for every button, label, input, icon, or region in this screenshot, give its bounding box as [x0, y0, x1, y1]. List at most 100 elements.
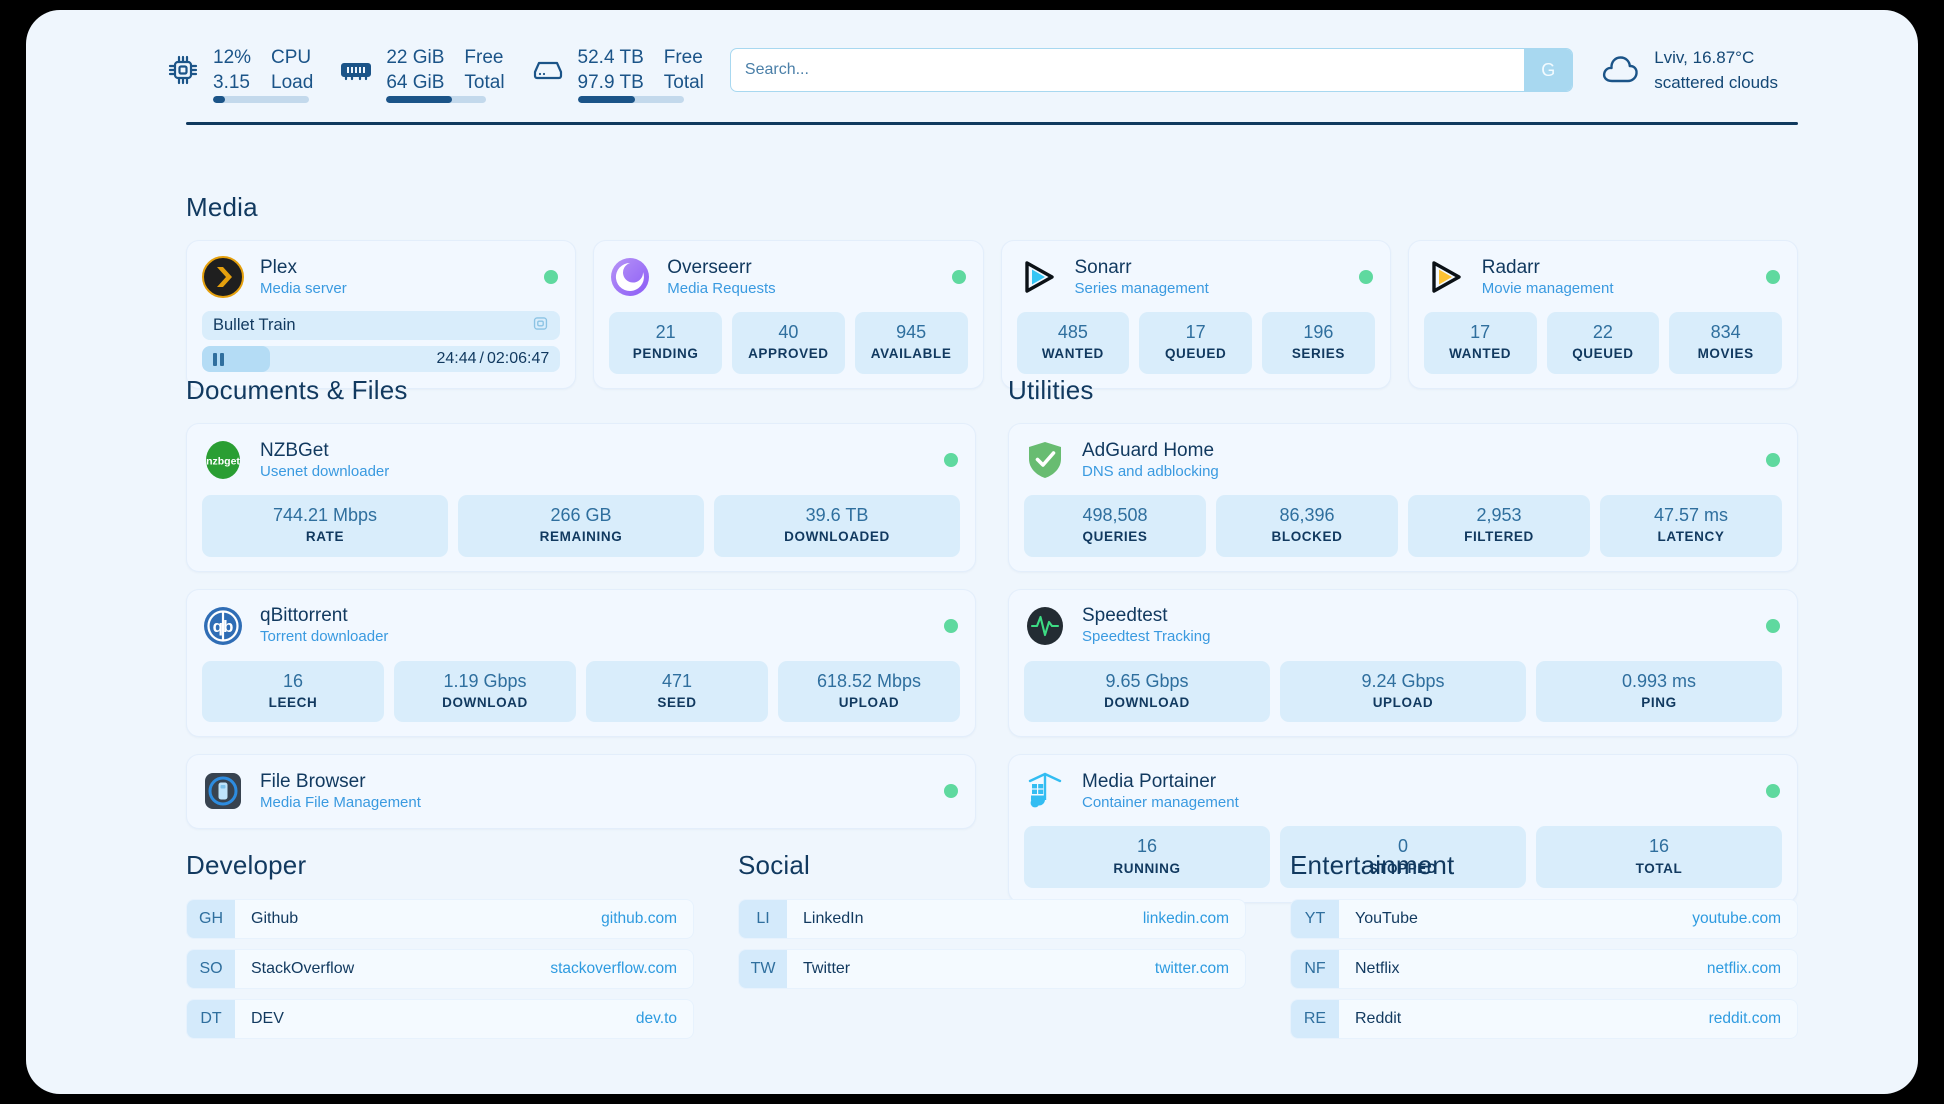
- status-indicator: [544, 270, 559, 284]
- resource-label-secondary: Load: [271, 71, 314, 93]
- resource-progress-bar: [577, 96, 684, 104]
- stat-tile[interactable]: 17 WANTED: [1423, 312, 1537, 374]
- service-stats: 21 PENDING 40 APPROVED 945 AVAILABLE: [609, 312, 968, 374]
- service-card[interactable]: AdGuard Home DNS and adblocking 498,508 QUE…: [1008, 423, 1798, 572]
- weather-location-temp: Lviv, 16.87°C: [1654, 47, 1755, 67]
- weather-condition: scattered clouds: [1654, 73, 1778, 92]
- search-submit-button[interactable]: G: [1524, 49, 1573, 91]
- radarr-icon: [1424, 256, 1466, 298]
- stat-tile[interactable]: 834 MOVIES: [1669, 312, 1782, 374]
- stat-tile[interactable]: 16 LEECH: [202, 660, 384, 723]
- bookmark-item[interactable]: TW Twitter twitter.com: [738, 949, 1246, 989]
- stat-tile[interactable]: 16 TOTAL: [1536, 826, 1782, 888]
- service-name: Radarr: [1481, 256, 1540, 278]
- service-stats: 16 LEECH 1.19 Gbps DOWNLOAD 471 SEED 618.52 Mb…: [202, 660, 960, 723]
- resource-meter-cpu: 12% CPU 3.15 Load: [166, 46, 314, 104]
- status-indicator: [944, 618, 958, 633]
- stat-tile[interactable]: 40 APPROVED: [732, 312, 845, 374]
- stat-value: 9.65 Gbps: [1105, 670, 1189, 691]
- bookmark-group: Social LI LinkedIn linkedin.com TW Twitter twi…: [738, 850, 1246, 1039]
- resource-meter-ram: 22 GiB Free 64 GiB Total: [339, 46, 505, 104]
- stat-value: 17: [1470, 322, 1491, 342]
- stat-tile[interactable]: 744.21 Mbps RATE: [202, 495, 448, 557]
- service-card[interactable]: Sonarr Series management 485 WANTED 17 QUEUED…: [1000, 240, 1391, 389]
- service-card[interactable]: Media Portainer Container management 16 RUN…: [1008, 754, 1798, 903]
- stat-tile[interactable]: 2,953 FILTERED: [1408, 495, 1590, 557]
- bookmark-abbreviation: SO: [187, 950, 235, 988]
- stat-tile[interactable]: 498,508 QUERIES: [1024, 495, 1206, 557]
- stat-label: DOWNLOADED: [784, 529, 890, 545]
- bookmark-item[interactable]: GH Github github.com: [186, 899, 694, 939]
- stat-tile[interactable]: 0.993 ms PING: [1536, 660, 1782, 723]
- qbittorrent-icon: qbqb: [202, 605, 244, 647]
- bookmark-item[interactable]: YT YouTube youtube.com: [1290, 899, 1798, 939]
- bookmark-abbreviation: DT: [187, 1000, 235, 1038]
- stat-label: REMAINING: [539, 529, 623, 545]
- sonarr-icon: [1017, 256, 1059, 298]
- stat-value: 16: [282, 670, 304, 691]
- stat-value: 9.24 Gbps: [1361, 670, 1445, 691]
- bookmark-item[interactable]: RE Reddit reddit.com: [1290, 999, 1798, 1039]
- bookmark-url: dev.to: [635, 1010, 677, 1027]
- stat-tile[interactable]: 39.6 TB DOWNLOADED: [714, 495, 960, 557]
- resource-value-primary: 22 GiB: [386, 46, 445, 68]
- plex-icon: [202, 256, 244, 298]
- stat-value: 266 GB: [550, 505, 612, 525]
- stat-tile[interactable]: 22 QUEUED: [1546, 312, 1660, 374]
- service-card-header: Speedtest Speedtest Tracking: [1024, 603, 1782, 649]
- stat-tile[interactable]: 196 SERIES: [1262, 312, 1375, 374]
- section-title-documents: Documents & Files: [186, 375, 408, 405]
- resource-progress-bar: [386, 96, 487, 104]
- bookmark-abbreviation: TW: [739, 950, 787, 988]
- stat-tile[interactable]: 471 SEED: [586, 660, 768, 723]
- search-input[interactable]: [730, 49, 1525, 91]
- stat-label: SERIES: [1291, 346, 1345, 362]
- stat-label: AVAILABLE: [870, 346, 952, 362]
- stat-tile[interactable]: 1.19 Gbps DOWNLOAD: [394, 660, 576, 723]
- bookmark-item[interactable]: DT DEV dev.to: [186, 999, 694, 1039]
- pause-icon[interactable]: [213, 352, 224, 366]
- status-indicator: [1766, 270, 1780, 284]
- stat-tile[interactable]: 485 WANTED: [1016, 312, 1130, 374]
- bookmark-item[interactable]: SO StackOverflow stackoverflow.com: [186, 949, 694, 989]
- documents-section: Documents & Files nzbget NZBGet Usenet dow…: [186, 375, 976, 903]
- resource-label-primary: Free: [464, 46, 504, 68]
- stat-tile[interactable]: 17 QUEUED: [1139, 312, 1252, 374]
- stat-tile[interactable]: 945 AVAILABLE: [854, 312, 968, 374]
- stat-tile[interactable]: 0 STOPPED: [1280, 826, 1526, 888]
- stat-tile[interactable]: 9.24 Gbps UPLOAD: [1280, 660, 1526, 723]
- stat-value: 1.19 Gbps: [443, 670, 527, 691]
- service-card[interactable]: File Browser Media File Management: [186, 754, 976, 830]
- bookmark-group: Developer GH Github github.com SO StackOverfl…: [186, 850, 694, 1039]
- stat-tile[interactable]: 9.65 Gbps DOWNLOAD: [1024, 660, 1270, 723]
- bookmark-item[interactable]: LI LinkedIn linkedin.com: [738, 899, 1246, 939]
- stat-tile[interactable]: 16 RUNNING: [1024, 826, 1270, 888]
- service-card[interactable]: Plex Media server Bullet Train 24:44/02:06:…: [186, 240, 577, 389]
- service-description: Media Requests: [667, 279, 776, 297]
- service-name: Sonarr: [1074, 256, 1132, 278]
- now-playing-row[interactable]: Bullet Train: [202, 311, 561, 340]
- bookmark-name: Netflix: [1355, 960, 1400, 977]
- stat-tile[interactable]: 618.52 Mbps UPLOAD: [778, 660, 960, 723]
- service-stats: 485 WANTED 17 QUEUED 196 SERIES: [1016, 312, 1375, 374]
- stat-value: 618.52 Mbps: [816, 670, 922, 691]
- stat-tile[interactable]: 21 PENDING: [609, 312, 722, 374]
- service-card[interactable]: Speedtest Speedtest Tracking 9.65 Gbps DOWN…: [1008, 588, 1798, 738]
- search-box[interactable]: G: [729, 48, 1574, 92]
- stat-tile[interactable]: 47.57 ms LATENCY: [1600, 495, 1782, 557]
- playback-progress-bar[interactable]: 24:44/02:06:47: [202, 346, 561, 372]
- stat-tile[interactable]: 86,396 BLOCKED: [1216, 495, 1398, 557]
- service-card[interactable]: Radarr Movie management 17 WANTED 22 QUEUED 83…: [1407, 240, 1798, 389]
- stat-tile[interactable]: 266 GB REMAINING: [458, 495, 704, 557]
- service-card[interactable]: nzbget NZBGet Usenet downloader 744.21 Mbps…: [186, 423, 976, 572]
- bookmark-list: GH Github github.com SO StackOverflow stackov…: [186, 899, 694, 1039]
- stat-value: 196: [1303, 322, 1334, 342]
- mid-sections: Documents & Files nzbget NZBGet Usenet dow…: [186, 375, 1798, 903]
- service-card-header: File Browser Media File Management: [202, 768, 960, 814]
- stat-value: 21: [655, 322, 676, 342]
- service-card[interactable]: Overseerr Media Requests 21 PENDING 40 APPROV…: [593, 240, 984, 389]
- bookmark-item[interactable]: NF Netflix netflix.com: [1290, 949, 1798, 989]
- stat-label: WANTED: [1041, 346, 1104, 362]
- service-name: qBittorrent: [260, 605, 348, 627]
